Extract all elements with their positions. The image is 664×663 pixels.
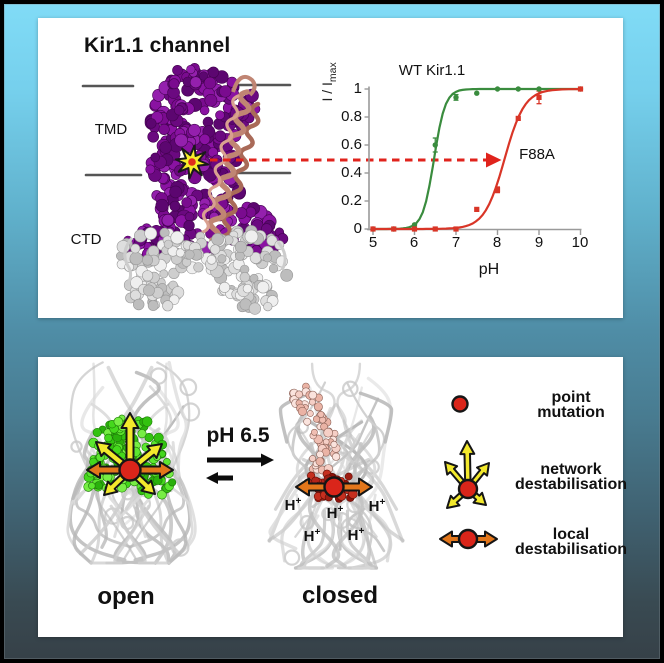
equilibrium-arrows [206, 453, 274, 484]
series-label-wt: WT Kir1.1 [398, 62, 466, 79]
legend-label-line: destabilisation [514, 475, 628, 493]
y-tick-label: 0.6 [341, 136, 362, 153]
legend-label-line: point [551, 389, 591, 406]
series-label-f88a: F88A [519, 146, 555, 163]
legend-item-local-destabilisation: local destabilisation [486, 526, 656, 558]
open-destabilisation-arrows [86, 412, 174, 496]
legend-item-point-mutation: point mutation [486, 389, 656, 421]
legend-label-line: network [540, 461, 602, 478]
proton-label: H+ [368, 497, 386, 515]
closed-state-label: closed [301, 582, 379, 609]
x-tick-label: 6 [409, 234, 419, 251]
y-tick-label: 1 [353, 80, 362, 97]
membrane-lines [81, 83, 292, 177]
legend-label-line: mutation [537, 403, 605, 421]
x-tick-label: 9 [534, 234, 544, 251]
kir-channel-structure [123, 62, 289, 261]
y-tick-label: 0.4 [341, 164, 362, 181]
fit-curve-1 [373, 88, 579, 231]
fit-curve-0 [373, 87, 579, 231]
legend-label-line: destabilisation [514, 540, 628, 558]
tmd-label: TMD [94, 121, 128, 138]
dose-response-chart [364, 86, 584, 235]
closed-destabilisation-arrows [295, 476, 373, 498]
x-tick-label: 8 [492, 234, 502, 251]
proton-label: H+ [347, 526, 365, 544]
legend-label-line: local [552, 526, 590, 543]
proton-label: H+ [326, 504, 344, 522]
x-tick-label: 5 [368, 234, 378, 251]
legend-point-mutation-icon [451, 395, 469, 413]
y-tick-label: 0.8 [341, 108, 362, 125]
open-state-label: open [97, 583, 155, 610]
ctd-label: CTD [70, 231, 102, 248]
ctd-structure [116, 225, 294, 315]
shift-arrow [210, 152, 502, 168]
x-tick-label: 10 [571, 234, 589, 251]
y-tick-label: 0 [353, 220, 362, 237]
mutation-star-icon [174, 144, 210, 180]
proton-label: H+ [284, 496, 302, 514]
proton-label: H+ [303, 527, 321, 545]
legend-local-icon [439, 528, 498, 550]
equilibrium-ph-label: pH 6.5 [206, 424, 270, 447]
y-tick-label: 0.2 [341, 192, 362, 209]
figure-title: Kir1.1 channel [84, 34, 231, 57]
x-tick-label: 7 [451, 234, 461, 251]
legend-network-icon [444, 440, 490, 509]
legend-item-network-destabilisation: network destabilisation [486, 461, 656, 493]
closed-pink-cluster [289, 382, 341, 475]
chart-x-axis-label: pH [478, 261, 500, 278]
